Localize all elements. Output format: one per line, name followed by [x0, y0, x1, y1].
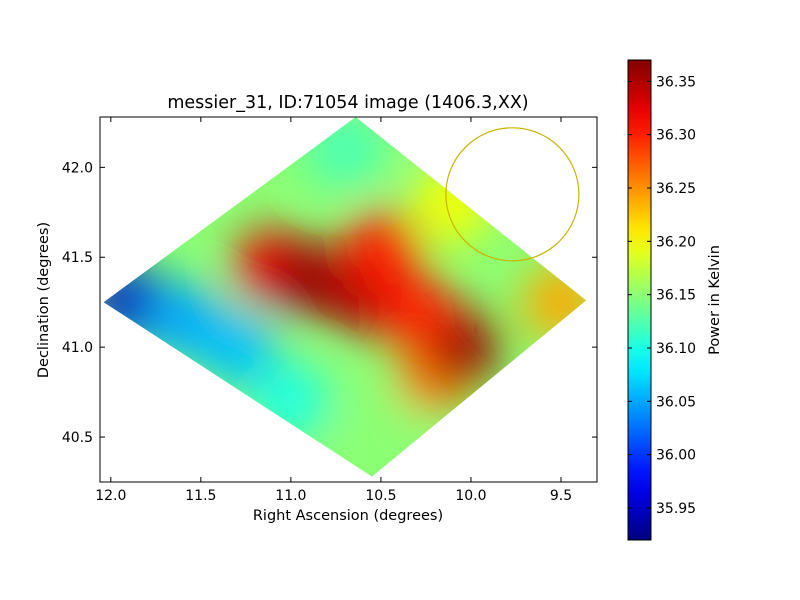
overlay-circle [445, 127, 580, 262]
map-sample-3 [252, 363, 329, 440]
x-tick-label: 11.0 [275, 488, 306, 504]
map-sample-6 [414, 165, 491, 242]
y-tick-label: 41.0 [62, 340, 93, 356]
x-tick-label: 10.5 [365, 488, 396, 504]
colorbar-tick-label: 36.10 [656, 341, 696, 357]
x-tick-label: 9.5 [550, 488, 572, 504]
colorbar: 35.95 36.00 36.05 36.10 36.15 36.20 36.25 36.30… [627, 59, 696, 541]
y-tick-label: 41.5 [62, 250, 93, 266]
map-sample-5 [342, 399, 419, 476]
y-tick-label: 42.0 [62, 160, 93, 176]
y-axis-label: Declination (degrees) [36, 222, 52, 378]
map-sample-2 [198, 309, 275, 386]
colorbar-gradient [627, 59, 652, 541]
colorbar-label: Power in Kelvin [707, 245, 723, 355]
colorbar-tick-label: 36.25 [656, 181, 696, 197]
map-sample-4 [306, 117, 383, 188]
map-sample-14 [378, 273, 455, 350]
x-axis-label: Right Ascension (degrees) [253, 508, 443, 524]
colorbar-tick-label: 36.35 [656, 74, 696, 90]
x-tick-label: 10.0 [455, 488, 486, 504]
map-sample-7 [522, 264, 587, 341]
colorbar-tick-label: 36.05 [656, 394, 696, 410]
colorbar-tick-label: 36.20 [656, 234, 696, 250]
heatmap-layer [103, 117, 587, 477]
chart-title: messier_31, ID:71054 image (1406.3,XX) [167, 93, 528, 113]
plot-axes: 12.0 11.5 11.0 10.5 10.0 9.5 40.5 41.0 41.5 42.0 [62, 116, 598, 504]
colorbar-tick-label: 36.30 [656, 128, 696, 144]
colorbar-tick-label: 36.15 [656, 288, 696, 304]
x-tick-label: 11.5 [185, 488, 216, 504]
colorbar-tick-label: 35.95 [656, 501, 696, 517]
plot-frame [99, 116, 598, 483]
x-tick-label: 12.0 [95, 488, 126, 504]
colorbar-tick-label: 36.00 [656, 448, 696, 464]
map-sample-12 [342, 210, 419, 287]
y-tick-label: 40.5 [62, 430, 93, 446]
